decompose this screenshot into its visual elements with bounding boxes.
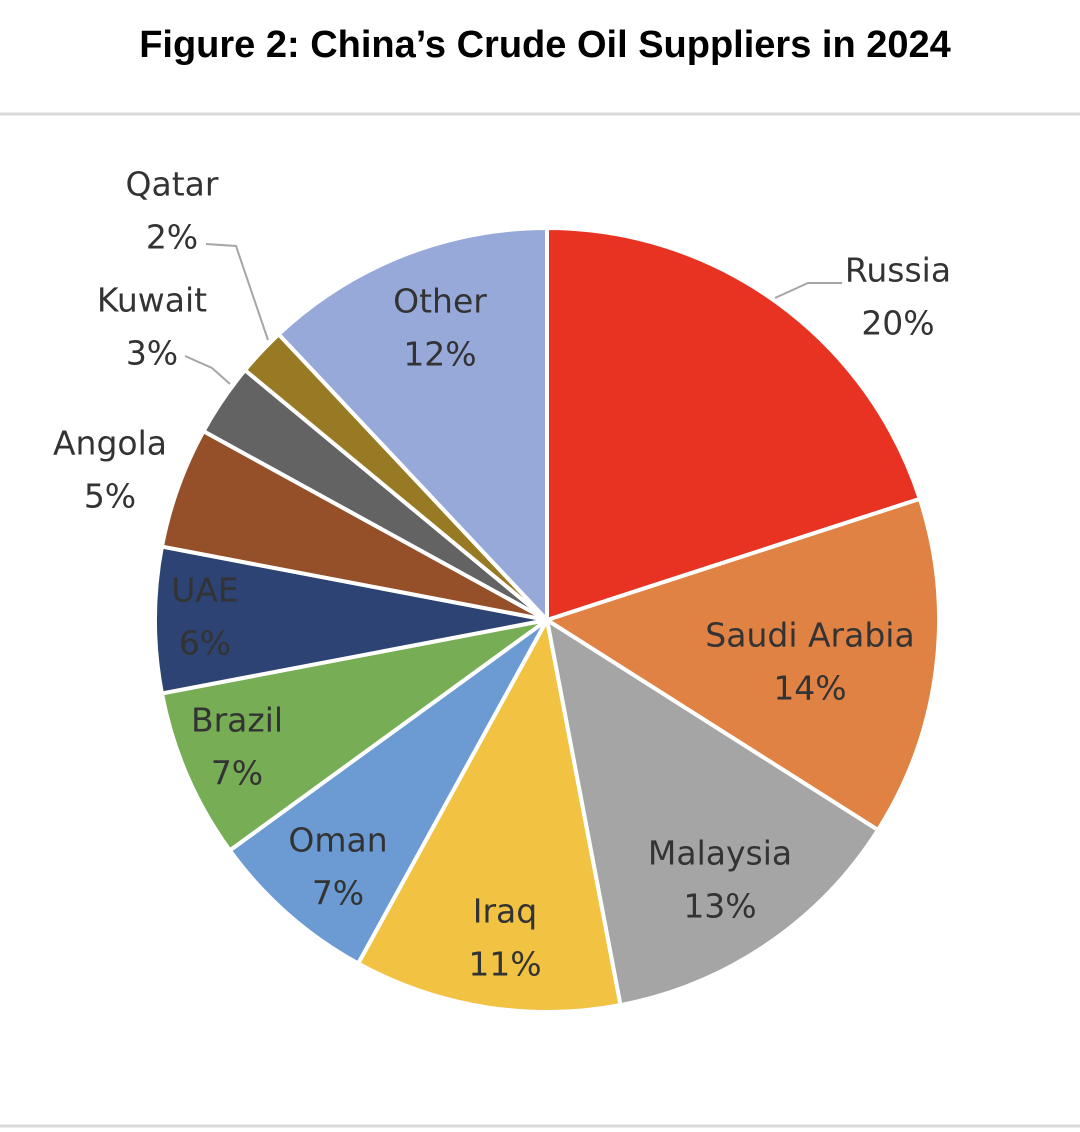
slice-value: 5% [84,477,136,516]
pie-slice [159,618,549,854]
slice-value: 14% [773,669,846,708]
slice-label: Angola [53,424,167,463]
slice-label: Brazil [191,701,283,740]
pie-slice [542,496,941,833]
pie-slice [275,225,549,626]
slice-value: 12% [403,335,476,374]
slice-value: 6% [179,624,231,663]
slice-value: 13% [683,887,756,926]
pie-slice [227,618,549,967]
slice-label: Other [393,282,487,321]
pie-slice [355,614,623,1014]
pie-slice [544,615,881,1008]
slice-value: 3% [126,334,178,373]
slice-label: Malaysia [648,834,792,873]
slice-label: UAE [171,571,239,610]
slice-label: Russia [845,251,951,290]
pie-slice [153,544,548,696]
slice-label: Oman [288,821,387,860]
slice-label: Kuwait [97,281,207,320]
slice-value: 11% [468,945,541,984]
slice-value: 7% [312,874,364,913]
slice-label: Iraq [473,892,537,931]
slice-value: 20% [861,304,934,343]
slice-label: Saudi Arabia [705,616,914,655]
chart-title: Figure 2: China’s Crude Oil Suppliers in… [139,24,951,66]
leader-line [774,282,842,299]
leader-line [184,355,231,385]
slice-label: Qatar [126,165,219,204]
leader-line [205,243,269,341]
slice-value: 7% [211,754,263,793]
slice-value: 2% [146,218,198,257]
pie-slice [545,225,923,623]
